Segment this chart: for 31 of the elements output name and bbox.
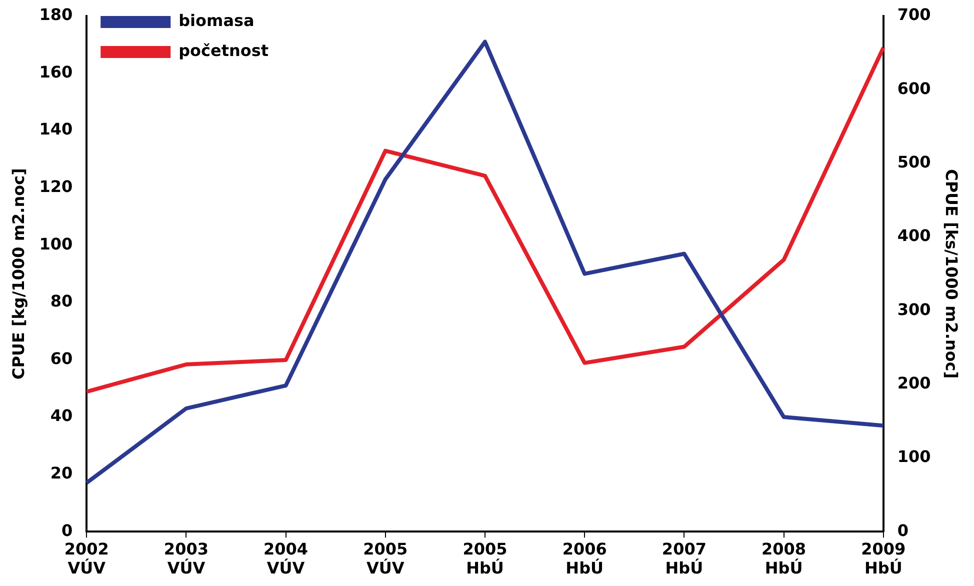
y-axis-title: CPUE [kg/1000 m2.noc]: [8, 168, 28, 380]
x-tick-label: 2009 HbÚ: [861, 539, 906, 578]
y-tick-label: 80: [50, 292, 73, 311]
y-tick-label: 140: [39, 120, 73, 139]
y2-axis-title: CPUE [ks/1000 m2.noc]: [942, 169, 962, 379]
legend-label: biomasa: [178, 11, 254, 30]
x-tick-label: 2004 VÚV: [264, 539, 308, 578]
y-tick-label: 40: [50, 406, 73, 426]
x-tick-label: 2003 VÚV: [164, 539, 208, 578]
y2-tick-label: 600: [897, 78, 931, 98]
y-tick-label: 160: [39, 62, 73, 82]
y-tick-label: 120: [39, 177, 73, 196]
y2-tick-label: 200: [897, 373, 931, 392]
y-tick-label: 60: [50, 348, 73, 368]
x-tick-label: 2006 HbÚ: [562, 539, 607, 578]
y2-tick-label: 300: [897, 300, 931, 319]
y2-tick-label: 100: [897, 447, 931, 466]
y2-tick-label: 0: [897, 520, 909, 540]
y2-tick-label: 500: [897, 152, 931, 172]
x-tick-label: 2008 HbÚ: [762, 539, 806, 578]
x-tick-label: 2002 VÚV: [64, 539, 109, 578]
legend-label: početnost: [178, 41, 269, 60]
y2-tick-label: 400: [897, 226, 931, 246]
y-tick-label: 180: [39, 5, 73, 24]
x-tick-label: 2005 VÚV: [363, 539, 408, 578]
y2-tick-label: 700: [897, 5, 931, 24]
y-tick-label: 20: [50, 463, 73, 482]
x-tick-label: 2007 HbÚ: [662, 539, 706, 578]
x-tick-label: 2005 HbÚ: [462, 539, 508, 578]
y-tick-label: 0: [61, 520, 73, 540]
y-tick-label: 100: [39, 234, 73, 254]
